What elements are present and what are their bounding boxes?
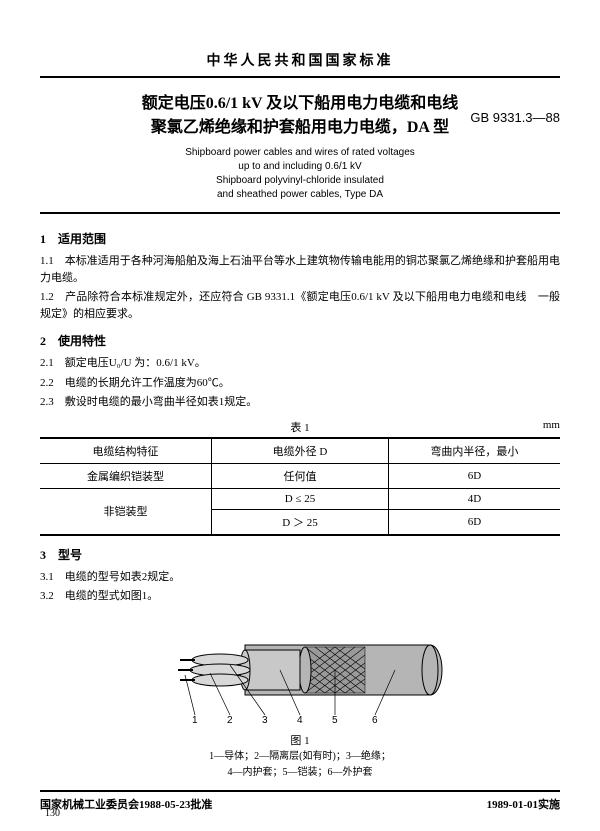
section-1-head: 1 适用范围 [40,230,560,247]
en-line4: and sheathed power cables, Type DA [40,188,560,202]
cell: 4D [388,488,560,509]
th-radius: 弯曲内半径，最小 [388,438,560,464]
footer-rule [40,790,560,792]
en-line3: Shipboard polyvinyl-chloride insulated [40,174,560,188]
table-row: 金属编织铠装型 任何值 6D [40,463,560,488]
en-line2: up to and including 0.6/1 kV [40,160,560,174]
table-1-wrap: 表 1 mm 电缆结构特征 电缆外径 D 弯曲内半径，最小 金属编织铠装型 任何… [40,419,560,536]
table-row: 非铠装型 D ≤ 25 4D [40,488,560,509]
cell: 非铠装型 [40,488,212,535]
th-struct: 电缆结构特征 [40,438,212,464]
cable-diagram-icon: 1 2 3 4 5 6 [150,615,450,725]
svg-text:6: 6 [372,715,378,725]
table-row: 电缆结构特征 电缆外径 D 弯曲内半径，最小 [40,438,560,464]
cell: 6D [388,463,560,488]
para-3-2: 3.2 电缆的型式如图1。 [40,588,560,605]
page-number: 130 [45,808,60,819]
para-2-2: 2.2 电缆的长期允许工作温度为60℃。 [40,375,560,392]
approval-text: 国家机械工业委员会1988-05-23批准 [40,796,212,812]
section-2-head: 2 使用特性 [40,332,560,349]
para-2-3: 2.3 敷设时电缆的最小弯曲半径如表1规定。 [40,394,560,411]
figure-1: 1 2 3 4 5 6 图 1 1—导体；2—隔离层(如有时)；3—绝缘； 4—… [40,615,560,780]
effective-text: 1989-01-01实施 [487,796,560,812]
svg-text:1: 1 [192,715,198,725]
english-title: Shipboard power cables and wires of rate… [40,146,560,202]
header-rule [40,76,560,78]
cell: 6D [388,509,560,535]
figure-1-caption: 图 1 [40,732,560,748]
body-rule [40,212,560,214]
figure-1-legend-2: 4—内护套；5—铠装；6—外护套 [40,766,560,780]
en-line1: Shipboard power cables and wires of rate… [40,146,560,160]
para-1-2: 1.2 产品除符合本标准规定外，还应符合 GB 9331.1《额定电压0.6/1… [40,289,560,322]
cell: D ＞ 25 [212,509,389,535]
figure-1-legend-1: 1—导体；2—隔离层(如有时)；3—绝缘； [40,750,560,764]
cell: D ≤ 25 [212,488,389,509]
para-3-1: 3.1 电缆的型号如表2规定。 [40,569,560,586]
cell: 金属编织铠装型 [40,463,212,488]
standard-code: GB 9331.3—88 [470,110,560,125]
th-diameter: 电缆外径 D [212,438,389,464]
svg-text:2: 2 [227,715,233,725]
svg-text:3: 3 [262,715,268,725]
table-1: 电缆结构特征 电缆外径 D 弯曲内半径，最小 金属编织铠装型 任何值 6D 非铠… [40,437,560,536]
title-block: 额定电压0.6/1 kV 及以下船用电力电缆和电线 聚氯乙烯绝缘和护套船用电力电… [40,92,560,202]
section-3-head: 3 型号 [40,546,560,563]
cell: 任何值 [212,463,389,488]
footer-row: 国家机械工业委员会1988-05-23批准 1989-01-01实施 [40,796,560,812]
svg-text:4: 4 [297,715,303,725]
table-1-caption: 表 1 [70,419,530,435]
para-2-1: 2.1 额定电压U₀/U 为：0.6/1 kV。 [40,355,560,372]
org-title: 中华人民共和国国家标准 [40,50,560,70]
svg-text:5: 5 [332,715,338,725]
para-1-1: 1.1 本标准适用于各种河海船舶及海上石油平台等水上建筑物传输电能用的铜芯聚氯乙… [40,253,560,286]
table-1-unit: mm [530,419,560,435]
